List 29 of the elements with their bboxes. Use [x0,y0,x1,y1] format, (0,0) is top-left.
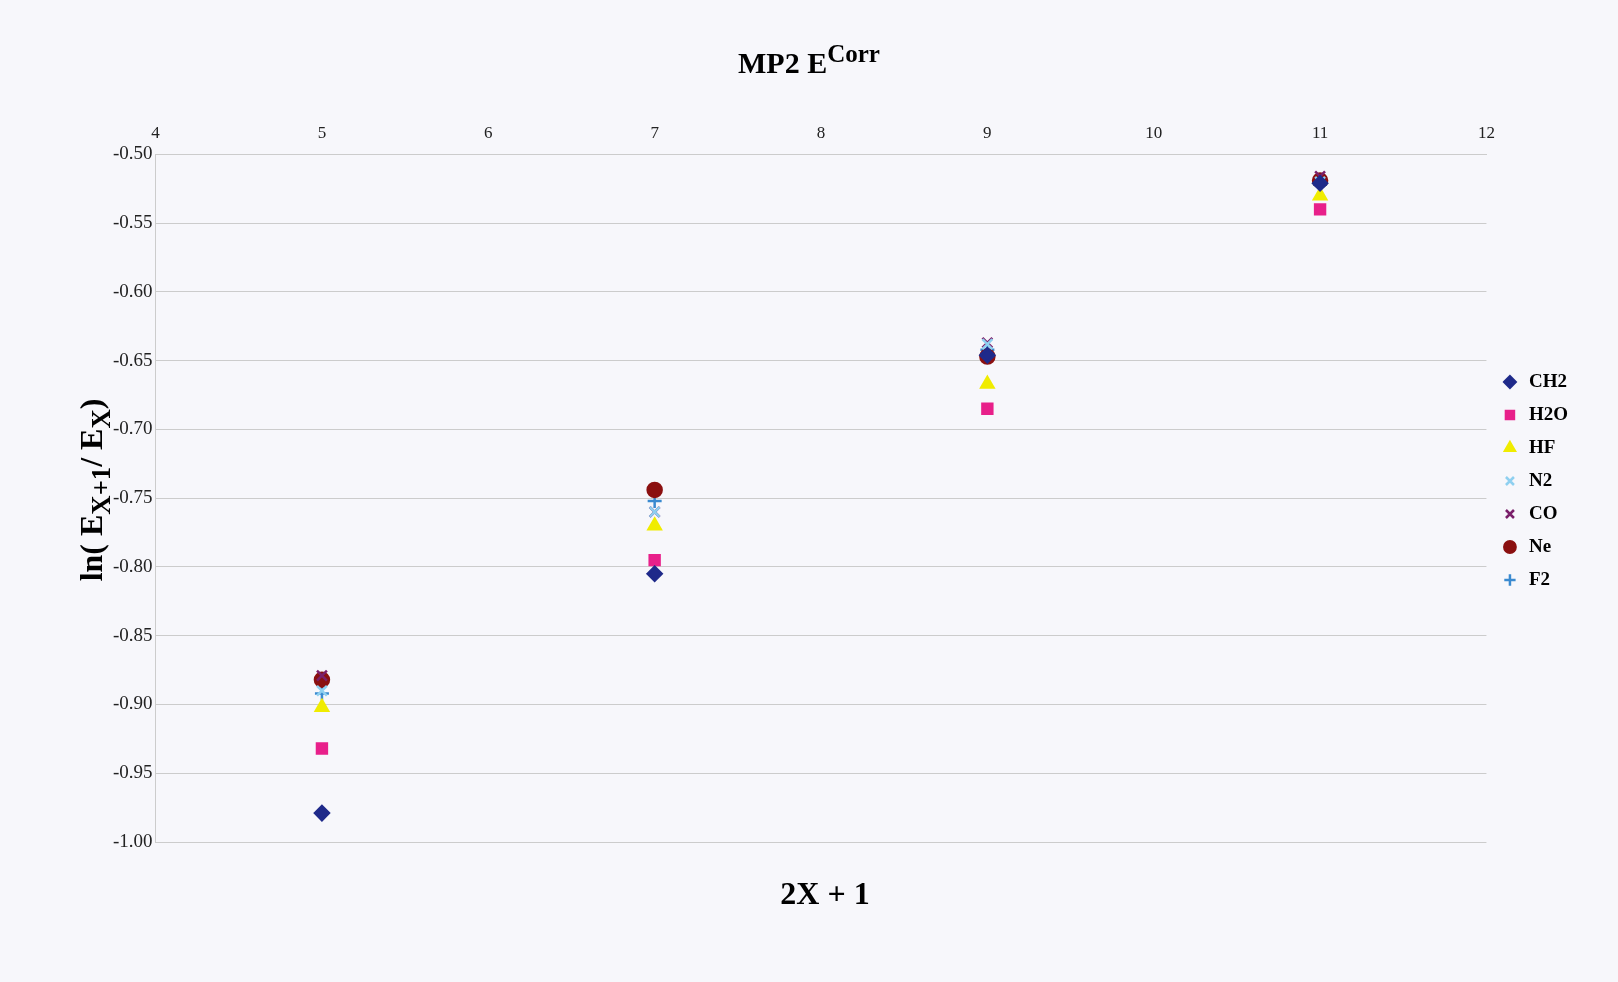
y-tick-label: -0.70 [113,417,153,439]
x-tick-label: 5 [317,122,327,142]
y-tick-label: -0.50 [113,142,153,164]
chart-title: MP2 E$^{Corr}$ [737,40,881,80]
x-tick-label: 7 [650,122,660,142]
y-tick-label: -0.55 [113,211,153,233]
y-tick-label: -0.85 [113,623,153,645]
y-tick-label: -0.90 [113,692,153,714]
x-tick-label: 10 [1145,122,1163,142]
legend-label: CO [1528,501,1558,523]
legend-label: Ne [1528,534,1552,556]
y-tick-label: -0.65 [113,348,153,370]
y-tick-label: -0.80 [113,554,153,576]
legend-label: CH2 [1528,369,1567,391]
x-tick-label: 11 [1311,122,1329,142]
y-tick-label: -0.60 [113,279,153,301]
y-tick-label: -0.75 [113,486,153,508]
legend-label: N2 [1528,468,1553,490]
legend-label: HF [1528,435,1556,457]
x-tick-label: 4 [151,122,161,142]
x-tick-label: 6 [484,122,493,142]
y-tick-label: -0.95 [113,761,153,783]
legend-label: H2O [1528,402,1568,424]
x-tick-label: 8 [816,122,826,142]
y-tick-label: -1.00 [113,829,153,851]
x-tick-label: 9 [983,122,992,142]
x-axis-title: 2X + 1 [779,875,871,912]
x-tick-label: 12 [1477,122,1495,142]
legend-label: F2 [1528,567,1551,589]
